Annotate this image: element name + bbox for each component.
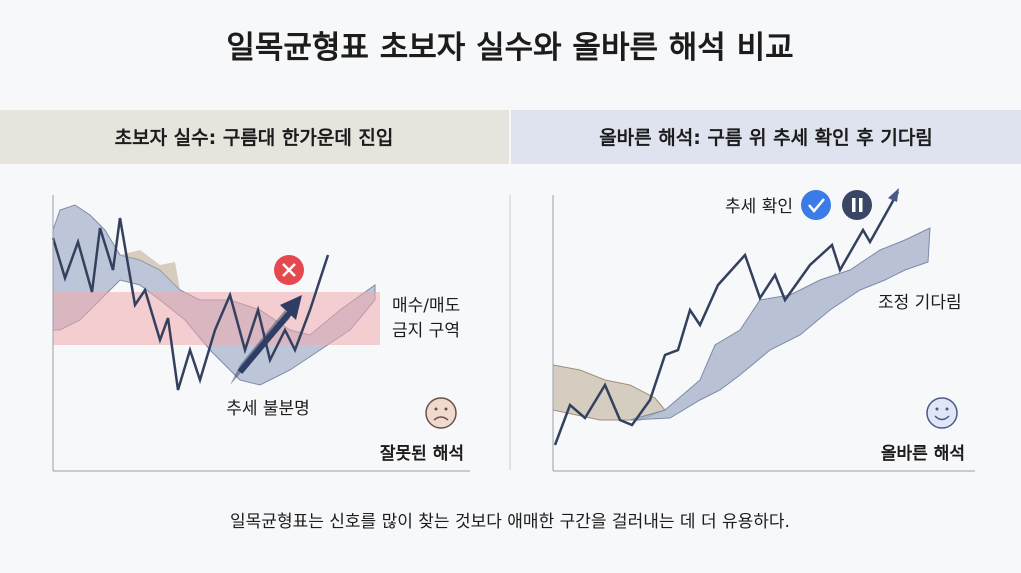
face-mouth [433, 416, 449, 421]
happy-face [926, 397, 958, 429]
pause-bar [859, 198, 863, 212]
left-chart: 매수/매도 금지 구역 추세 불분명 잘못된 해석 [51, 195, 470, 472]
panel-header: 올바른 해석: 구름 위 추세 확인 후 기다림 [599, 126, 933, 149]
right-chart: 추세 확인 조정 기다림 올바른 해석 [552, 188, 975, 472]
arrow-head [888, 188, 899, 202]
confirm-label: 추세 확인 [725, 197, 793, 217]
check-icon [801, 190, 831, 220]
face-eye [434, 407, 438, 411]
cloud [629, 227, 931, 421]
check-mark [808, 198, 825, 213]
zone-label: 매수/매도 [392, 296, 460, 316]
title: 일목균형표 초보자 실수와 올바른 해석 비교 [226, 30, 793, 66]
header-band-right [511, 110, 1021, 164]
price-line [553, 191, 900, 446]
error-icon-x [282, 263, 296, 277]
header-band-left [0, 110, 509, 164]
face-eye [444, 407, 448, 411]
footer: 일목균형표는 신호를 많이 찾는 것보다 애매한 구간을 걸러내는 데 더 유용… [230, 512, 790, 532]
no-trade-zone [53, 292, 380, 345]
panel-header: 초보자 실수: 구름대 한가운데 진입 [115, 127, 394, 149]
trend-label: 추세 불분명 [226, 399, 310, 419]
arrow-head [280, 295, 302, 320]
pause-bar [852, 198, 856, 212]
price-line [51, 217, 330, 391]
arrow [237, 308, 295, 374]
verdict: 올바른 해석 [881, 444, 965, 464]
verdict: 잘못된 해석 [380, 443, 464, 464]
face-eye [935, 407, 939, 411]
face-eye [945, 407, 949, 411]
pause-icon [842, 190, 872, 220]
wait-label: 조정 기다림 [878, 293, 962, 313]
zone-label: 금지 구역 [392, 321, 460, 341]
sad-face [425, 397, 457, 429]
face-mouth [934, 415, 950, 421]
